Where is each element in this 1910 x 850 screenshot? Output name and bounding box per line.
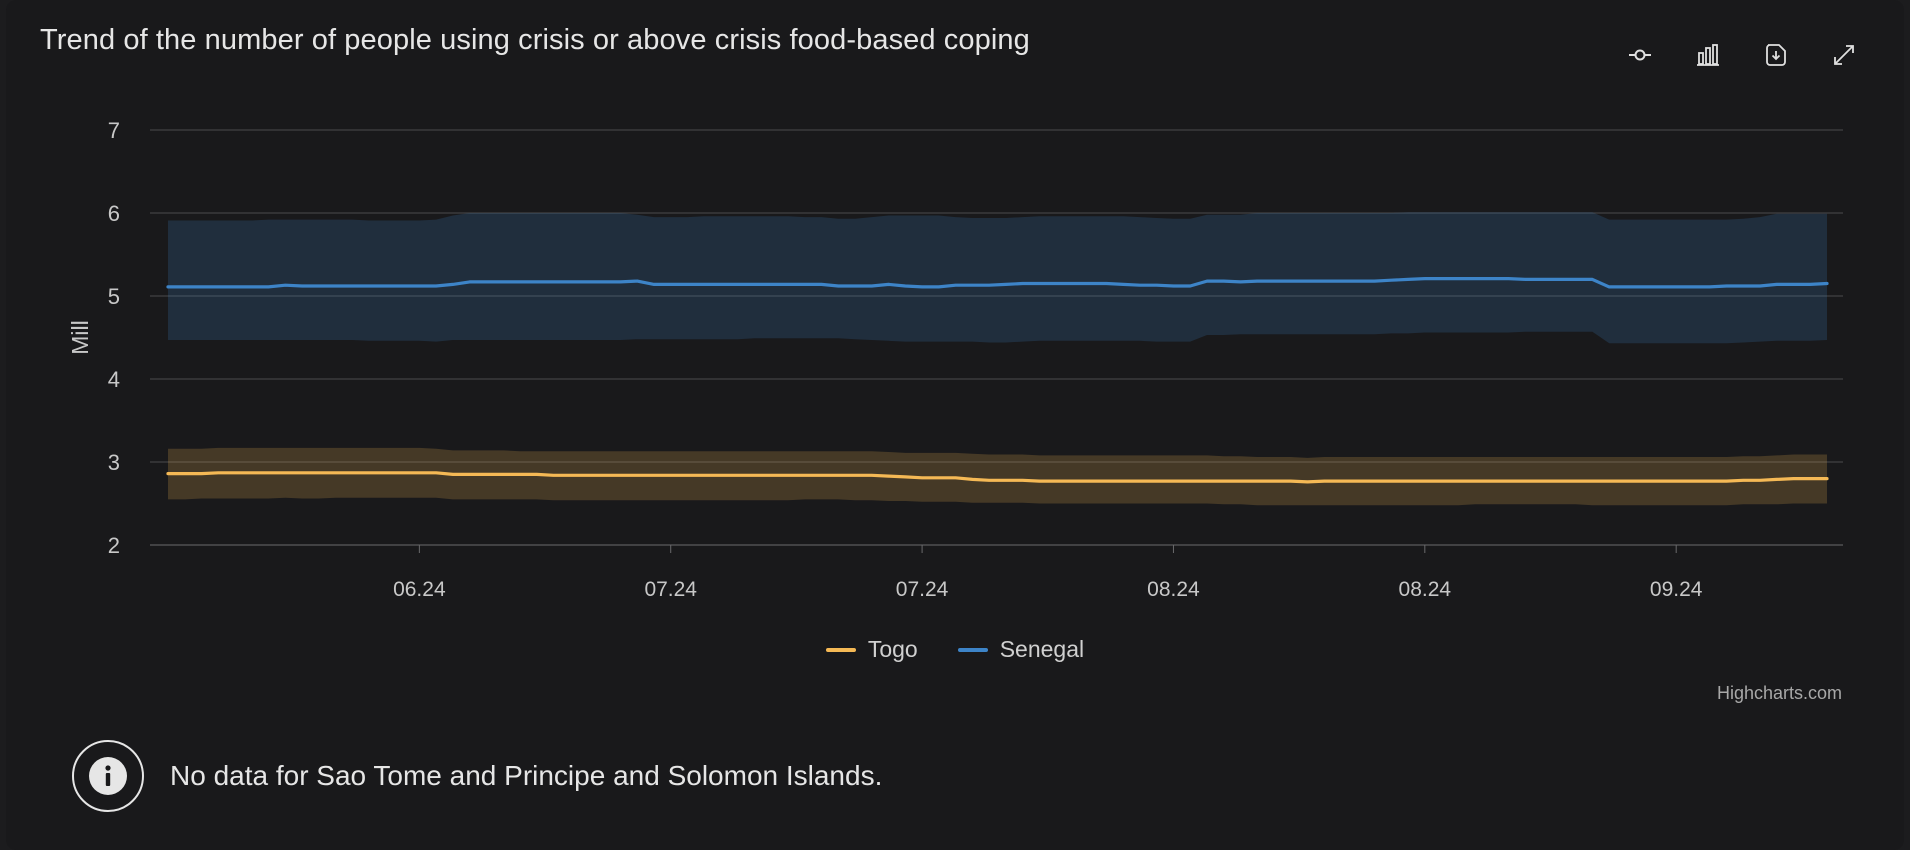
- info-icon: [72, 740, 144, 812]
- x-tick-label-2: 07.24: [896, 578, 949, 601]
- series-line-senegal: [166, 277, 1829, 289]
- bar-chart-toggle[interactable]: [1674, 38, 1742, 72]
- chart-plot: 2 3 4 5 6 7 Mill 06.24 07.24 07.24 08.24 08.24 09.24: [67, 118, 1843, 601]
- legend-swatch-senegal: [957, 647, 988, 652]
- y-tick-label-7: 7: [108, 118, 120, 143]
- y-tick-label-5: 5: [108, 284, 120, 309]
- no-data-notice: No data for Sao Tome and Principe and So…: [72, 740, 882, 812]
- legend-swatch-togo: [825, 647, 856, 652]
- x-tick-label-0: 06.24: [393, 578, 446, 601]
- download-icon: [1766, 44, 1786, 66]
- x-tick-label-1: 07.24: [644, 578, 697, 601]
- x-tick-label-4: 08.24: [1399, 578, 1452, 601]
- bar-chart-icon: [1697, 44, 1719, 66]
- band-senegal: [168, 212, 1827, 344]
- confidence-bands: [168, 212, 1827, 506]
- chart-legend: Togo Senegal: [0, 636, 1910, 663]
- chart-toolbar: [1606, 38, 1878, 72]
- fullscreen-button[interactable]: [1810, 38, 1878, 72]
- series-lines: [166, 277, 1829, 484]
- series-line-togo: [166, 471, 1829, 484]
- chart-title: Trend of the number of people using cris…: [40, 24, 1030, 56]
- legend-label-senegal: Senegal: [999, 636, 1085, 662]
- fullscreen-icon: [1834, 45, 1854, 65]
- y-tick-label-6: 6: [108, 201, 120, 226]
- x-tick-label-3: 08.24: [1147, 578, 1200, 601]
- y-tick-label-3: 3: [108, 450, 120, 475]
- legend-label-togo: Togo: [867, 636, 918, 662]
- highcharts-credits[interactable]: Highcharts.com: [1716, 683, 1842, 703]
- y-axis-title: Mill: [67, 320, 93, 355]
- legend-item-togo[interactable]: Togo: [825, 636, 918, 663]
- y-tick-label-2: 2: [108, 533, 120, 558]
- notice-text: No data for Sao Tome and Principe and So…: [170, 760, 883, 791]
- line-chart-toggle[interactable]: [1606, 38, 1674, 72]
- band-togo: [168, 447, 1827, 506]
- line-chart-icon: [1629, 49, 1651, 61]
- y-tick-label-4: 4: [108, 367, 120, 392]
- legend-item-senegal[interactable]: Senegal: [957, 636, 1085, 663]
- axes: 2 3 4 5 6 7 Mill 06.24 07.24 07.24 08.24 08.24 09.24: [67, 118, 1703, 601]
- chart-card: [6, 0, 1904, 850]
- x-tick-label-5: 09.24: [1650, 578, 1703, 601]
- download-button[interactable]: [1742, 38, 1810, 72]
- gridlines: [150, 129, 1843, 546]
